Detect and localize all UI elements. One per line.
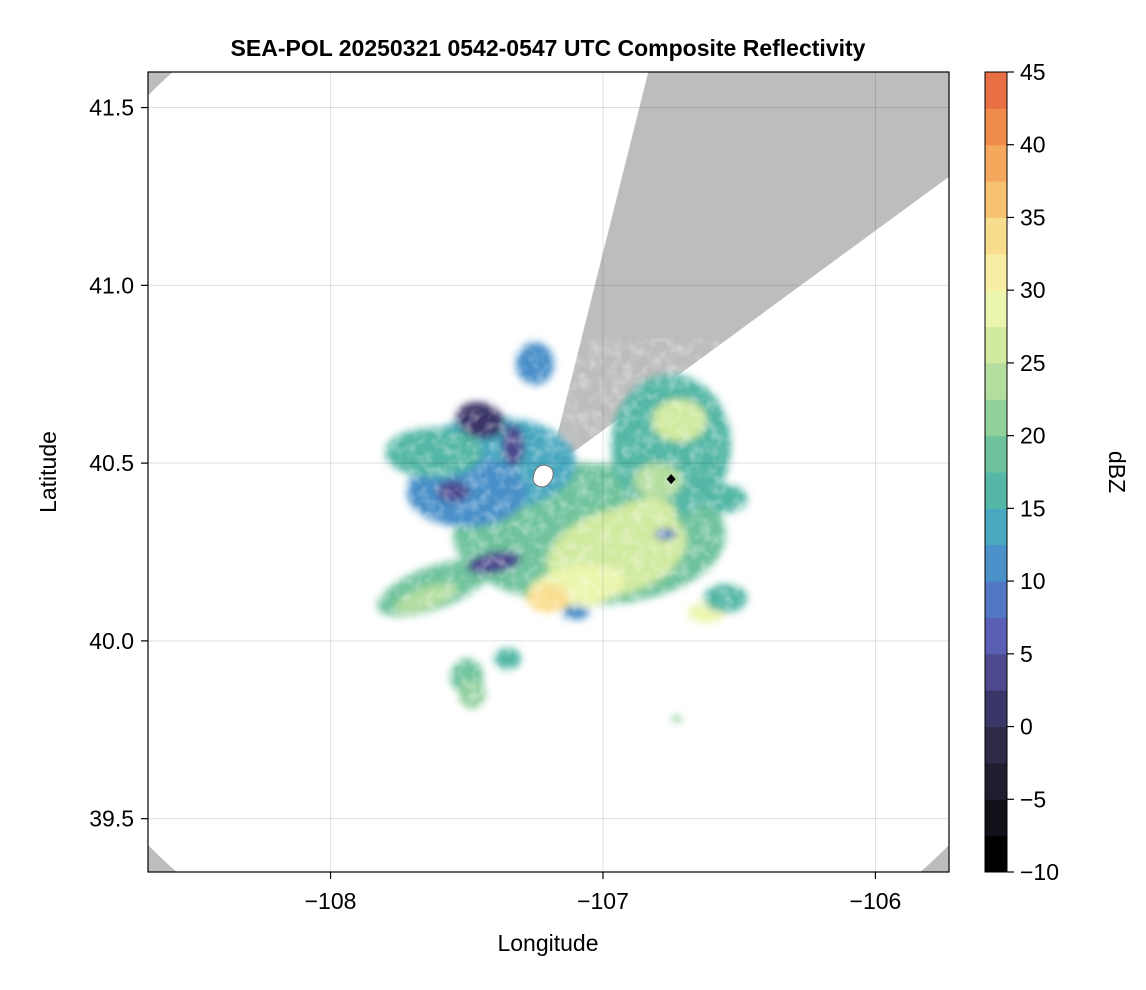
echo-texture (344, 338, 781, 730)
x-tick-label: −108 (305, 888, 357, 914)
chart-title: SEA-POL 20250321 0542-0547 UTC Composite… (231, 35, 866, 61)
colorbar-segment-8 (985, 544, 1007, 582)
colorbar-tick-label: 25 (1020, 350, 1046, 376)
y-tick-label: 41.0 (89, 272, 134, 298)
colorbar-segment-3 (985, 726, 1007, 764)
y-tick-label: 39.5 (89, 806, 134, 832)
x-tick-label: −106 (850, 888, 902, 914)
x-axis: −108 −107 −106 (305, 872, 902, 914)
colorbar-segment-21 (985, 72, 1007, 109)
radar-site-hole (532, 464, 554, 488)
colorbar-frame (984, 71, 1008, 873)
colorbar-label: dBZ (1104, 451, 1130, 493)
colorbar-segment-15 (985, 290, 1007, 328)
colorbar (984, 71, 1008, 873)
colorbar-segment-14 (985, 326, 1007, 364)
colorbar-segment-19 (985, 144, 1007, 182)
colorbar-segment-7 (985, 581, 1007, 618)
colorbar-segment-10 (985, 472, 1007, 509)
colorbar-tick-label: −5 (1020, 786, 1046, 812)
colorbar-segment-17 (985, 217, 1007, 255)
y-tick-label: 40.0 (89, 628, 134, 654)
colorbar-tick-label: 45 (1020, 59, 1046, 85)
y-tick-label: 40.5 (89, 450, 134, 476)
y-axis-title: Latitude (35, 431, 61, 513)
colorbar-segment-18 (985, 181, 1007, 218)
colorbar-segment-20 (985, 108, 1007, 146)
x-tick-label: −107 (577, 888, 629, 914)
colorbar-tick-label: 15 (1020, 495, 1046, 521)
colorbar-tick-label: 0 (1020, 714, 1033, 740)
colorbar-tick-label: 10 (1020, 568, 1046, 594)
colorbar-tick-label: 40 (1020, 132, 1046, 158)
colorbar-segment-5 (985, 653, 1007, 691)
colorbar-segment-16 (985, 253, 1007, 291)
plot-frame (147, 71, 950, 873)
plot-area (148, 72, 949, 872)
colorbar-tick-label: 20 (1020, 423, 1046, 449)
colorbar-tick-label: 5 (1020, 641, 1033, 667)
colorbar-segment-2 (985, 762, 1007, 800)
colorbar-segment-1 (985, 799, 1007, 837)
x-axis-title: Longitude (497, 930, 598, 956)
colorbar-tick-label: 30 (1020, 277, 1046, 303)
colorbar-tick-label: 35 (1020, 204, 1046, 230)
site-marker (666, 474, 676, 485)
colorbar-segment-11 (985, 435, 1007, 473)
colorbar-segment-13 (985, 362, 1007, 400)
colorbar-segment-9 (985, 508, 1007, 546)
colorbar-segment-12 (985, 399, 1007, 437)
colorbar-ticks: −10 −5 0 5 10 15 20 25 30 35 40 45 (1007, 59, 1059, 885)
colorbar-segment-4 (985, 690, 1007, 728)
colorbar-segment-6 (985, 617, 1007, 655)
grid-lines (148, 72, 949, 872)
colorbar-tick-label: −10 (1020, 859, 1059, 885)
reflectivity-echoes (344, 338, 781, 730)
y-axis: 39.5 40.0 40.5 41.0 41.5 (89, 95, 148, 832)
y-tick-label: 41.5 (89, 95, 134, 121)
colorbar-segment-0 (985, 835, 1007, 873)
